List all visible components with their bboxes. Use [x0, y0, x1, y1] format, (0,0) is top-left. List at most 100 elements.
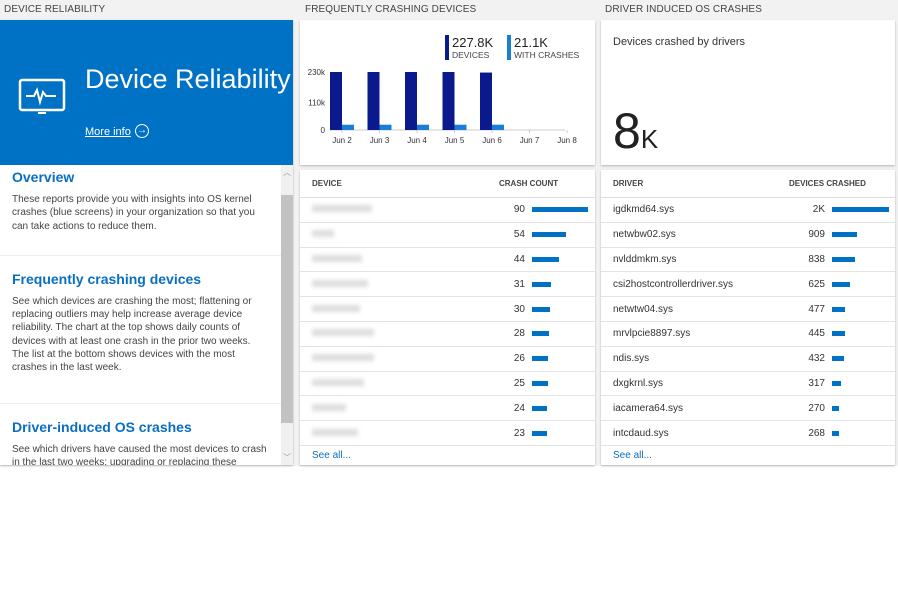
table-row[interactable]: iacamera64.sys 270 [601, 396, 895, 422]
driver-name: netwbw02.sys [613, 229, 676, 241]
crash-count-bar [532, 256, 560, 262]
info-panel[interactable]: Overview These reports provide you with i… [0, 165, 293, 465]
table-row[interactable]: 30 [300, 297, 595, 322]
table-row[interactable]: 90 [300, 198, 595, 223]
x-tick-label: Jun 8 [557, 136, 577, 145]
devices-crashed-count: 270 [808, 402, 825, 414]
devices-crashed-count: 625 [808, 278, 825, 290]
x-tick-label: Jun 3 [370, 136, 390, 145]
bar-with-crashes [492, 124, 504, 130]
crash-count: 26 [513, 353, 525, 365]
info-section-body: See which devices are crashing the most;… [12, 295, 252, 374]
scrollbar[interactable]: ︿ ﹀ [281, 165, 293, 465]
drivers-table: DRIVER DEVICES CRASHED igdkmd64.sys 2K netw… [601, 170, 895, 465]
driver-name: netwtw04.sys [613, 303, 674, 315]
table-row[interactable]: netwtw04.sys 477 [601, 297, 895, 322]
legend-value: 227.8K [452, 35, 494, 50]
driver-name: iacamera64.sys [613, 402, 684, 414]
crash-count-bar [532, 207, 588, 213]
crash-count: 25 [513, 377, 525, 389]
driver-name: nvlddmkm.sys [613, 253, 677, 265]
table-row[interactable]: netwbw02.sys 909 [601, 223, 895, 248]
summary-number: 8 [613, 103, 641, 159]
device-name-redacted [300, 328, 475, 339]
table-row[interactable]: 26 [300, 347, 595, 372]
scroll-up-icon[interactable]: ︿ [283, 168, 291, 177]
bar-devices [405, 72, 417, 130]
table-row[interactable]: intcdaud.sys 268 [601, 421, 895, 446]
devices-crashed-bar [832, 356, 844, 362]
more-info-link[interactable]: More info [85, 126, 131, 138]
legend-swatch [445, 35, 449, 60]
drivers-summary-tile[interactable]: Devices crashed by drivers 8K [601, 20, 895, 165]
bar-devices [442, 72, 455, 130]
device-name-redacted [300, 378, 475, 389]
scroll-down-icon[interactable]: ﹀ [283, 453, 291, 462]
device-name-redacted [300, 304, 475, 315]
devices-crashed-count: 445 [808, 328, 825, 340]
table-row[interactable]: 28 [300, 322, 595, 347]
devices-crashed-count: 2K [812, 204, 825, 216]
section-title-device-reliability: DEVICE RELIABILITY [4, 4, 106, 15]
table-row[interactable]: ndis.sys 432 [601, 347, 895, 372]
hero-title: Device Reliability [85, 64, 291, 94]
info-section: Overview These reports provide you with i… [0, 165, 281, 256]
x-tick-label: Jun 4 [407, 136, 427, 145]
drivers-see-all-link[interactable]: See all... [613, 450, 652, 462]
table-row[interactable]: mrvlpcie8897.sys 445 [601, 322, 895, 347]
crash-count: 44 [513, 253, 525, 265]
legend-label: DEVICES [452, 50, 490, 60]
devices-crashed-count: 317 [808, 377, 825, 389]
devices-crashed-count: 477 [808, 303, 825, 315]
x-tick-label: Jun 7 [520, 136, 540, 145]
crash-count-bar [532, 380, 548, 386]
scrollbar-thumb[interactable] [281, 195, 293, 423]
x-tick-label: Jun 2 [332, 136, 352, 145]
table-row[interactable]: 54 [300, 223, 595, 248]
monitor-pulse-icon [18, 78, 66, 114]
crash-count-bar [532, 405, 548, 411]
table-row[interactable]: nvlddmkm.sys 838 [601, 248, 895, 273]
device-name-redacted [300, 353, 475, 364]
crash-count: 24 [513, 402, 525, 414]
devices-crashed-bar [832, 207, 889, 213]
table-row[interactable]: csi2hostcontrollerdriver.sys 625 [601, 272, 895, 298]
crash-count: 28 [513, 328, 525, 340]
devices-crashed-count: 838 [808, 253, 825, 265]
crashing-devices-chart-tile[interactable]: 0 110k 230k Jun 2 Jun 3 Jun 4 Jun 5 Jun 6 Jun 7 J… [300, 20, 595, 165]
driver-name: ndis.sys [613, 353, 650, 365]
table-row[interactable]: 31 [300, 272, 595, 298]
driver-name: igdkmd64.sys [613, 204, 675, 216]
device-name-redacted [300, 428, 475, 439]
devices-crashed-count: 268 [808, 427, 825, 439]
crash-chart: 0 110k 230k Jun 2 Jun 3 Jun 4 Jun 5 Jun 6 Jun 7 J… [308, 35, 580, 145]
section-title-frequently-crashing: FREQUENTLY CRASHING DEVICES [305, 4, 477, 15]
device-name-redacted [300, 254, 475, 265]
devices-crashed-bar [832, 256, 856, 262]
table-row[interactable]: 25 [300, 372, 595, 397]
column-header-devices-crashed: DEVICES CRASHED [789, 179, 866, 188]
info-section-body: These reports provide you with insights … [12, 194, 255, 232]
drivers-summary-value: 8K [613, 106, 658, 164]
crash-count-bar [532, 281, 552, 287]
arrow-right-circle-icon[interactable]: → [135, 124, 149, 138]
devices-crashed-bar [832, 405, 840, 411]
bar-devices [330, 72, 342, 130]
bar-devices [367, 72, 380, 130]
table-row[interactable]: dxgkrnl.sys 317 [601, 372, 895, 397]
section-title-driver-crashes: DRIVER INDUCED OS CRASHES [605, 4, 762, 15]
crash-count-bar [532, 430, 547, 436]
crash-count: 23 [513, 427, 525, 439]
table-row[interactable]: 44 [300, 248, 595, 273]
column-header-device: DEVICE [312, 179, 342, 188]
table-row[interactable]: igdkmd64.sys 2K [601, 198, 895, 223]
bar-devices [480, 72, 492, 130]
table-row[interactable]: 24 [300, 396, 595, 422]
devices-see-all-link[interactable]: See all... [312, 450, 351, 462]
bar-with-crashes [417, 124, 429, 130]
column-header-driver: DRIVER [613, 179, 644, 188]
devices-crashed-count: 909 [808, 229, 825, 241]
bar-with-crashes [342, 124, 354, 130]
table-row[interactable]: 23 [300, 421, 595, 446]
device-reliability-hero-tile[interactable]: Device Reliability More info → [0, 20, 293, 165]
